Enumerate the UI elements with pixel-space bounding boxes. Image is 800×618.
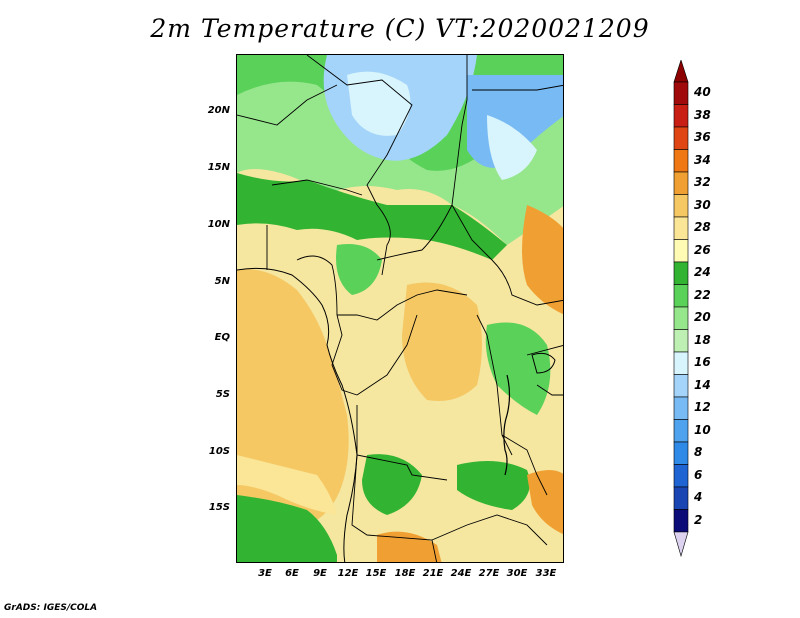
- colorbar-box: [673, 351, 689, 375]
- central-green-patch: [336, 244, 382, 295]
- colorbar-label: 6: [694, 467, 703, 482]
- lat-label-5s: 5S: [215, 389, 230, 400]
- colorbar-label: 14: [694, 377, 711, 392]
- colorbar-label: 26: [694, 242, 711, 257]
- colorbar-label: 16: [694, 355, 711, 370]
- colorbar-label: 36: [694, 130, 711, 145]
- footer-credit: GrADS: IGES/COLA: [4, 603, 98, 613]
- lake-tanganyika: [503, 374, 511, 476]
- colorbar-box: [673, 104, 689, 128]
- lat-label-15n: 15N: [207, 162, 230, 173]
- lat-label-10s: 10S: [208, 446, 230, 457]
- colorbar-box: [673, 126, 689, 150]
- colorbar-box: [673, 441, 689, 465]
- colorbar-label: 24: [694, 265, 711, 280]
- lon-label-27e: 27E: [478, 568, 500, 579]
- lon-label-3e: 3E: [258, 568, 272, 579]
- lat-label-10n: 10N: [207, 219, 230, 230]
- colorbar-box: [673, 171, 689, 195]
- colorbar-box: [673, 261, 689, 285]
- lon-label-15e: 15E: [365, 568, 387, 579]
- country-borders: [237, 55, 563, 562]
- southwest-light-band: [237, 455, 337, 515]
- colorbar-label: 34: [694, 152, 711, 167]
- lon-label-18e: 18E: [394, 568, 416, 579]
- lon-label-33e: 33E: [535, 568, 557, 579]
- southwest-green-region: [237, 495, 337, 562]
- temperature-map: [237, 55, 563, 562]
- colorbar-over-arrow: [673, 60, 689, 83]
- lon-label-24e: 24E: [450, 568, 472, 579]
- congo-warm-region: [402, 282, 482, 401]
- colorbar-box: [673, 216, 689, 240]
- colorbar-label: 30: [694, 197, 711, 212]
- lon-label-6e: 6E: [285, 568, 299, 579]
- colorbar-box: [673, 509, 689, 533]
- colorbar-box: [673, 374, 689, 398]
- north-lightblue-region: [347, 71, 411, 136]
- colorbar-box: [673, 81, 689, 105]
- east-highland-green: [485, 322, 551, 415]
- sahel-green-band: [237, 173, 507, 260]
- colorbar-label: 28: [694, 220, 711, 235]
- lat-label-eq: EQ: [214, 332, 230, 343]
- colorbar-under-arrow: [673, 531, 689, 558]
- colorbar-label: 38: [694, 107, 711, 122]
- southeast-hot-spot: [527, 470, 563, 535]
- colorbar: [673, 60, 689, 558]
- lake-victoria: [531, 352, 556, 374]
- colorbar-label: 18: [694, 332, 711, 347]
- colorbar-label: 40: [694, 85, 711, 100]
- colorbar-label: 8: [694, 445, 703, 460]
- map-title: 2m Temperature (C) VT:2020021209: [150, 14, 650, 43]
- colorbar-label: 4: [694, 490, 703, 505]
- colorbar-box: [673, 486, 689, 510]
- colorbar-box: [673, 464, 689, 488]
- colorbar-box: [673, 329, 689, 353]
- east-hot-region: [522, 205, 563, 315]
- map-panel: [236, 54, 564, 563]
- lon-label-21e: 21E: [422, 568, 444, 579]
- colorbar-box: [673, 149, 689, 173]
- lat-label-15s: 15S: [208, 502, 230, 513]
- northeast-lightblue-region: [487, 115, 537, 180]
- colorbar-box: [673, 396, 689, 420]
- south-green-patch-1: [362, 454, 422, 515]
- lon-label-30e: 30E: [506, 568, 528, 579]
- atlantic-coastline: [237, 267, 358, 562]
- colorbar-label: 12: [694, 400, 711, 415]
- south-green-patch-2: [457, 461, 530, 510]
- lon-label-9e: 9E: [313, 568, 327, 579]
- colorbar-label: 20: [694, 310, 711, 325]
- colorbar-label: 32: [694, 175, 711, 190]
- colorbar-box: [673, 419, 689, 443]
- lat-label-5n: 5N: [214, 276, 230, 287]
- colorbar-label: 2: [694, 512, 703, 527]
- colorbar-box: [673, 306, 689, 330]
- colorbar-box: [673, 194, 689, 218]
- lat-label-20n: 20N: [207, 105, 230, 116]
- lon-label-12e: 12E: [337, 568, 359, 579]
- colorbar-box: [673, 284, 689, 308]
- colorbar-label: 22: [694, 287, 711, 302]
- colorbar-label: 10: [694, 422, 711, 437]
- colorbar-box: [673, 239, 689, 263]
